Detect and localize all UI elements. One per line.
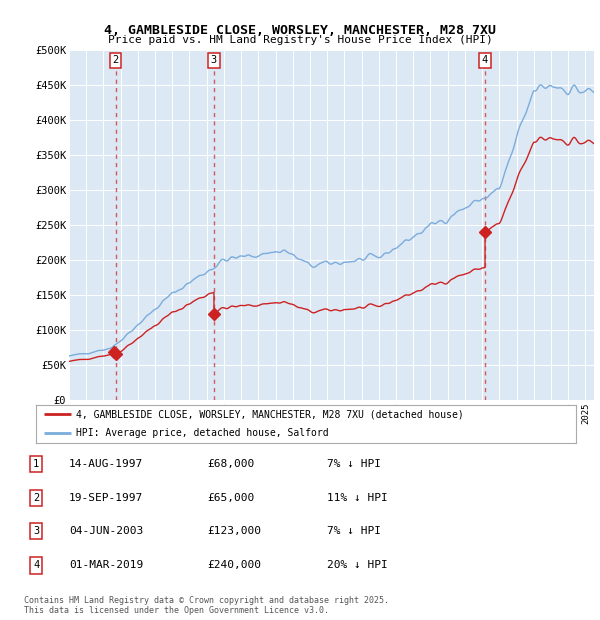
Text: 4: 4 [482, 55, 488, 65]
Text: 19-SEP-1997: 19-SEP-1997 [69, 493, 143, 503]
Text: Contains HM Land Registry data © Crown copyright and database right 2025.
This d: Contains HM Land Registry data © Crown c… [24, 596, 389, 615]
Text: £65,000: £65,000 [207, 493, 254, 503]
Text: HPI: Average price, detached house, Salford: HPI: Average price, detached house, Salf… [77, 428, 329, 438]
Text: 20% ↓ HPI: 20% ↓ HPI [327, 560, 388, 570]
Text: £68,000: £68,000 [207, 459, 254, 469]
Text: 4, GAMBLESIDE CLOSE, WORSLEY, MANCHESTER, M28 7XU: 4, GAMBLESIDE CLOSE, WORSLEY, MANCHESTER… [104, 24, 496, 37]
Text: £240,000: £240,000 [207, 560, 261, 570]
Text: 14-AUG-1997: 14-AUG-1997 [69, 459, 143, 469]
Text: 1: 1 [33, 459, 39, 469]
Text: 4, GAMBLESIDE CLOSE, WORSLEY, MANCHESTER, M28 7XU (detached house): 4, GAMBLESIDE CLOSE, WORSLEY, MANCHESTER… [77, 409, 464, 420]
Text: 2: 2 [33, 493, 39, 503]
Text: 11% ↓ HPI: 11% ↓ HPI [327, 493, 388, 503]
Text: 04-JUN-2003: 04-JUN-2003 [69, 526, 143, 536]
Text: 4: 4 [33, 560, 39, 570]
Text: 7% ↓ HPI: 7% ↓ HPI [327, 459, 381, 469]
Text: 7% ↓ HPI: 7% ↓ HPI [327, 526, 381, 536]
Text: Price paid vs. HM Land Registry's House Price Index (HPI): Price paid vs. HM Land Registry's House … [107, 35, 493, 45]
Text: 2: 2 [113, 55, 119, 65]
Text: 3: 3 [211, 55, 217, 65]
Text: £123,000: £123,000 [207, 526, 261, 536]
Text: 3: 3 [33, 526, 39, 536]
Text: 01-MAR-2019: 01-MAR-2019 [69, 560, 143, 570]
